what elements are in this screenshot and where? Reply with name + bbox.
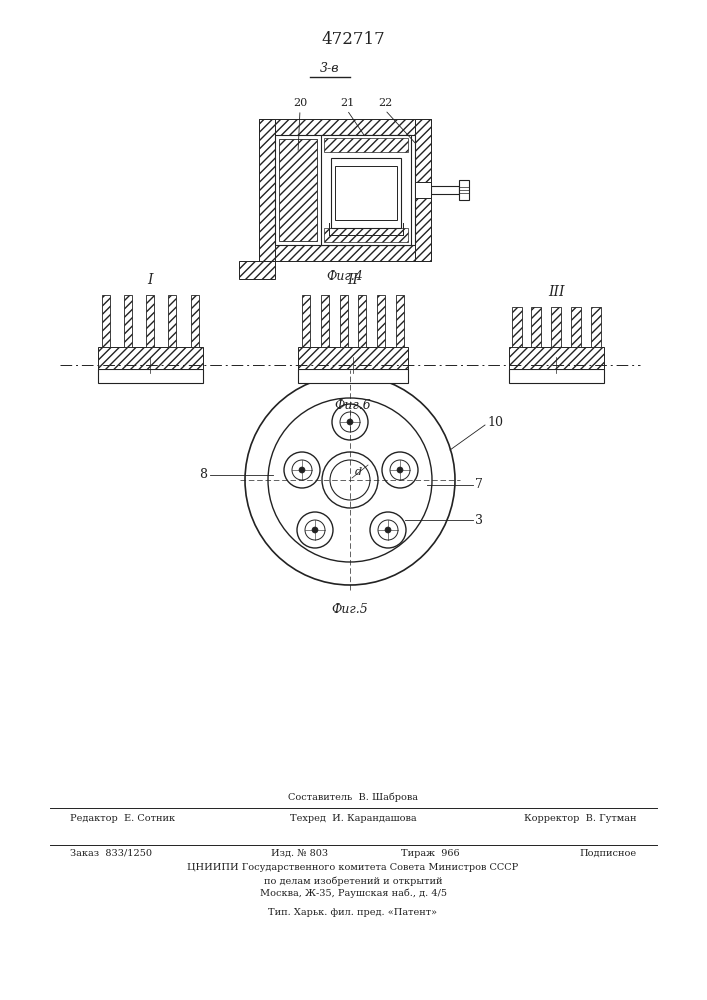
Text: 472717: 472717 — [321, 31, 385, 48]
Circle shape — [390, 460, 410, 480]
Bar — [146, 295, 154, 347]
Circle shape — [284, 452, 320, 488]
Text: Техред  И. Карандашова: Техред И. Карандашова — [290, 814, 416, 823]
Bar — [324, 138, 408, 152]
Text: Редактор  Е. Сотник: Редактор Е. Сотник — [70, 814, 175, 823]
Text: III: III — [548, 285, 564, 299]
Bar — [339, 295, 348, 347]
Bar — [321, 135, 411, 245]
Text: d: d — [354, 467, 361, 477]
Bar — [508, 369, 604, 383]
Circle shape — [332, 404, 368, 440]
Text: 3: 3 — [475, 514, 483, 526]
Text: Тип. Харьк. фил. пред. «Патент»: Тип. Харьк. фил. пред. «Патент» — [269, 908, 438, 917]
Text: Москва, Ж-35, Раушская наб., д. 4/5: Москва, Ж-35, Раушская наб., д. 4/5 — [259, 889, 447, 898]
Text: 10: 10 — [487, 416, 503, 430]
Circle shape — [299, 467, 305, 473]
Text: Фиг.4: Фиг.4 — [327, 270, 363, 283]
Bar — [124, 295, 132, 347]
Bar — [98, 347, 202, 369]
Text: 20: 20 — [293, 98, 307, 108]
Bar — [358, 295, 366, 347]
Bar — [396, 295, 404, 347]
Bar — [279, 139, 317, 241]
Bar — [415, 119, 431, 261]
Text: Фиг.6: Фиг.6 — [334, 399, 371, 412]
Bar — [531, 307, 542, 347]
Bar — [511, 307, 522, 347]
Text: ЦНИИПИ Государственного комитета Совета Министров СССР: ЦНИИПИ Государственного комитета Совета … — [187, 863, 519, 872]
Bar — [331, 158, 401, 228]
Circle shape — [330, 460, 370, 500]
Bar — [259, 119, 431, 135]
Bar — [239, 261, 275, 279]
Bar — [298, 347, 408, 369]
Bar — [459, 180, 469, 200]
Circle shape — [378, 520, 398, 540]
Circle shape — [245, 375, 455, 585]
Circle shape — [347, 419, 353, 425]
Text: II: II — [348, 273, 358, 287]
Bar — [298, 369, 408, 383]
Text: 3-в: 3-в — [320, 62, 340, 75]
Bar — [378, 295, 385, 347]
Bar — [508, 347, 604, 369]
Bar — [275, 135, 415, 245]
Circle shape — [312, 527, 318, 533]
Circle shape — [340, 412, 360, 432]
Bar — [415, 182, 431, 198]
Bar — [590, 307, 600, 347]
Bar — [321, 295, 329, 347]
Bar — [551, 307, 561, 347]
Circle shape — [322, 452, 378, 508]
Text: по делам изобретений и открытий: по делам изобретений и открытий — [264, 876, 443, 886]
Text: 22: 22 — [378, 98, 392, 108]
Circle shape — [268, 398, 432, 562]
Text: 21: 21 — [340, 98, 354, 108]
Circle shape — [292, 460, 312, 480]
Circle shape — [397, 467, 403, 473]
Text: 7: 7 — [475, 479, 483, 491]
Bar — [324, 228, 408, 242]
Text: Изд. № 803: Изд. № 803 — [271, 849, 329, 858]
Text: Фиг.5: Фиг.5 — [332, 603, 368, 616]
Text: Подписное: Подписное — [580, 849, 637, 858]
Circle shape — [297, 512, 333, 548]
Bar — [335, 166, 397, 220]
Bar — [102, 295, 110, 347]
Bar — [168, 295, 176, 347]
Text: 8: 8 — [199, 468, 207, 482]
Circle shape — [305, 520, 325, 540]
Text: Заказ  833/1250: Заказ 833/1250 — [70, 849, 152, 858]
Bar — [431, 186, 459, 194]
Circle shape — [382, 452, 418, 488]
Text: I: I — [147, 273, 153, 287]
Bar — [190, 295, 199, 347]
Bar — [259, 245, 431, 261]
Text: Корректор  В. Гутман: Корректор В. Гутман — [525, 814, 637, 823]
Bar — [259, 119, 275, 261]
Text: Составитель  В. Шаброва: Составитель В. Шаброва — [288, 792, 418, 802]
Circle shape — [385, 527, 391, 533]
Bar — [98, 369, 202, 383]
Circle shape — [370, 512, 406, 548]
Bar — [302, 295, 310, 347]
Text: Тираж  966: Тираж 966 — [401, 849, 460, 858]
Bar — [571, 307, 580, 347]
